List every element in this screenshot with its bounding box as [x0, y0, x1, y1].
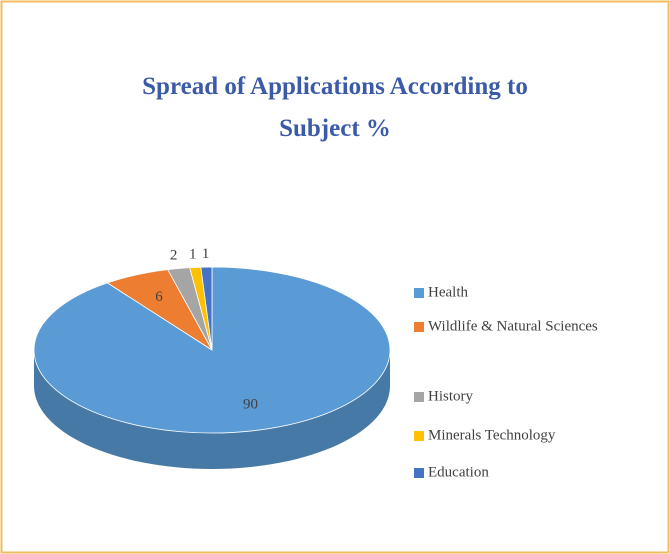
legend-label: Minerals Technology: [428, 427, 556, 443]
chart-title: Spread of Applications According to Subj…: [142, 73, 528, 142]
legend-swatch: [414, 322, 424, 332]
legend-swatch: [414, 392, 424, 402]
pie-slice: [33, 266, 391, 434]
data-label: 90: [243, 397, 258, 413]
legend-label: History: [428, 388, 474, 404]
pie-slice: [200, 266, 213, 351]
legend-swatch: [414, 431, 424, 441]
data-label: 2: [170, 248, 178, 264]
legend-label: Education: [428, 464, 489, 480]
legend-swatch: [414, 288, 424, 298]
data-label: 1: [189, 246, 197, 262]
legend-label: Health: [428, 284, 468, 300]
legend-swatch: [414, 468, 424, 478]
pie-side: [34, 350, 390, 469]
data-label: 1: [202, 246, 210, 262]
legend-label: Wildlife & Natural Sciences: [428, 318, 598, 334]
data-label: 6: [155, 289, 163, 305]
